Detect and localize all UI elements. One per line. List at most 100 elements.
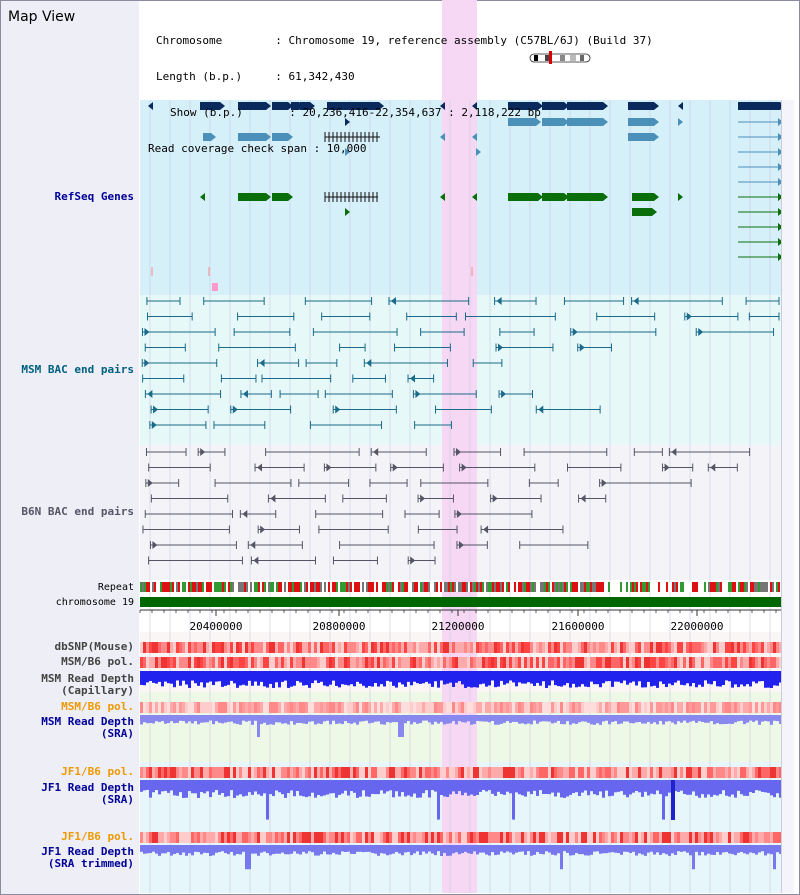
track-label-b6n-bac[interactable]: B6N BAC end pairs xyxy=(21,505,134,518)
repeat-segment xyxy=(444,582,446,592)
repeat-segment xyxy=(192,582,194,592)
jf1-pol-heat-cell xyxy=(269,767,272,778)
msm-pol-heat-cell xyxy=(758,657,761,668)
msm-pol2-heat-cell xyxy=(206,702,209,713)
jf1-pol2-heat-cell xyxy=(461,832,464,843)
jf1-trimmed-depth-bar xyxy=(458,845,461,855)
track-label-jf1-b6-pol-2[interactable]: JF1/B6 pol. xyxy=(61,830,134,843)
msm-sra-depth-bar xyxy=(248,715,251,721)
dbsnp-heat-cell xyxy=(749,642,752,653)
jf1-pol-heat-cell xyxy=(185,767,188,778)
dbsnp-heat-cell xyxy=(164,642,167,653)
jf1-pol-heat-cell xyxy=(581,767,584,778)
track-label-jf1-depth-sra[interactable]: JF1 Read Depth xyxy=(41,781,134,794)
repeat-segment xyxy=(670,582,672,592)
dbsnp-heat-cell xyxy=(563,642,566,653)
b6n-bac-pair xyxy=(566,463,622,472)
track-label-msm-depth-capillary[interactable]: MSM Read Depth xyxy=(41,672,134,685)
msm-sra-depth-bar xyxy=(494,715,497,725)
msm-capillary-depth-bar xyxy=(218,671,221,682)
jf1-trimmed-depth-bar xyxy=(524,845,527,855)
jf1-sra-depth-bar xyxy=(488,780,491,791)
dbsnp-heat-cell xyxy=(545,642,548,653)
jf1-trimmed-depth-bar xyxy=(563,845,566,852)
repeat-segment xyxy=(188,582,190,592)
msm-sra-depth-bar xyxy=(155,715,158,722)
jf1-sra-depth-bar xyxy=(434,780,437,792)
jf1-pol2-heat-cell xyxy=(467,832,470,843)
jf1-pol2-heat-cell xyxy=(755,832,758,843)
msm-bac-pair xyxy=(150,405,209,414)
msm-capillary-depth-bar xyxy=(623,671,626,681)
track-label-msm-bac[interactable]: MSM BAC end pairs xyxy=(21,363,134,376)
msm-sra-depth-bar xyxy=(161,715,164,722)
repeat-segment xyxy=(258,582,260,592)
msm-capillary-depth-bar xyxy=(431,671,434,687)
jf1-trimmed-depth-bar xyxy=(173,845,176,855)
jf1-pol2-heat-cell xyxy=(146,832,149,843)
gene-exon xyxy=(632,208,652,216)
jf1-trimmed-depth-bar xyxy=(557,845,560,854)
track-label-jf1-b6-pol[interactable]: JF1/B6 pol. xyxy=(61,765,134,778)
dbsnp-heat-cell xyxy=(539,642,542,653)
jf1-pol-heat-cell xyxy=(272,767,275,778)
msm-pol2-heat-cell xyxy=(161,702,164,713)
repeat-segment xyxy=(512,582,514,592)
track-label-jf1-depth-trimmed[interactable]: JF1 Read Depth xyxy=(41,845,134,858)
dbsnp-heat-cell xyxy=(584,642,587,653)
dbsnp-heat-cell xyxy=(737,642,740,653)
jf1-trimmed-depth-bar xyxy=(368,845,371,852)
msm-pol-heat-cell xyxy=(341,657,344,668)
jf1-sra-depth-bar xyxy=(656,780,659,791)
jf1-pol2-heat-cell xyxy=(380,832,383,843)
jf1-sra-depth-bar xyxy=(518,780,521,795)
msm-pol2-heat-cell xyxy=(752,702,755,713)
track-label-repeat[interactable]: Repeat xyxy=(97,582,134,593)
jf1-sra-depth-bar xyxy=(608,780,611,797)
msm-sra-depth-bar xyxy=(188,715,191,722)
jf1-pol2-heat-cell xyxy=(308,832,311,843)
info-span: Read coverage check span : 10,000 xyxy=(148,142,367,155)
msm-pol2-heat-cell xyxy=(632,702,635,713)
msm-pol-heat-cell xyxy=(257,657,260,668)
strand-arrow-icon xyxy=(492,494,498,503)
msm-pol-heat-cell xyxy=(314,657,317,668)
dbsnp-heat-cell xyxy=(437,642,440,653)
msm-capillary-depth-bar xyxy=(470,671,473,688)
vertical-scroll-strip[interactable] xyxy=(781,100,794,893)
repeat-segment xyxy=(346,582,348,592)
msm-sra-depth-bar xyxy=(158,715,161,723)
msm-sra-depth-bar xyxy=(485,715,488,722)
dbsnp-heat-cell xyxy=(626,642,629,653)
msm-sra-depth-bar xyxy=(575,715,578,724)
repeat-segment xyxy=(224,582,226,592)
msm-pol2-heat-cell xyxy=(566,702,569,713)
track-label-msm-depth-sra[interactable]: MSM Read Depth xyxy=(41,715,134,728)
msm-capillary-depth-bar xyxy=(305,671,308,686)
b6n-bac-pair xyxy=(323,463,377,472)
jf1-trimmed-depth-bar xyxy=(428,845,431,852)
track-label-refseq[interactable]: RefSeq Genes xyxy=(54,190,134,203)
jf1-pol-heat-cell xyxy=(341,767,344,778)
jf1-pol2-heat-cell xyxy=(257,832,260,843)
msm-sra-depth-bar xyxy=(527,715,530,724)
jf1-pol2-heat-cell xyxy=(518,832,521,843)
msm-pol2-heat-cell xyxy=(413,702,416,713)
track-label-msm-b6-pol-2[interactable]: MSM/B6 pol. xyxy=(61,700,134,713)
strand-arrow-icon xyxy=(153,405,159,414)
jf1-sra-depth-bar xyxy=(545,780,548,794)
msm-pol2-heat-cell xyxy=(542,702,545,713)
repeat-segment xyxy=(506,582,508,592)
repeat-segment xyxy=(416,582,418,592)
track-label-dbsnp[interactable]: dbSNP(Mouse) xyxy=(54,640,134,653)
strand-arrow-icon xyxy=(458,541,464,549)
msm-sra-depth-bar xyxy=(416,715,419,724)
dbsnp-heat-cell xyxy=(371,642,374,653)
track-label-msm-b6-pol[interactable]: MSM/B6 pol. xyxy=(61,655,134,668)
msm-sra-depth-bar xyxy=(638,715,641,722)
msm-pol-heat-cell xyxy=(209,657,212,668)
msm-pol2-heat-cell xyxy=(500,702,503,713)
track-label-chromosome[interactable]: chromosome 19 xyxy=(55,597,134,608)
refseq-gene xyxy=(272,102,293,110)
